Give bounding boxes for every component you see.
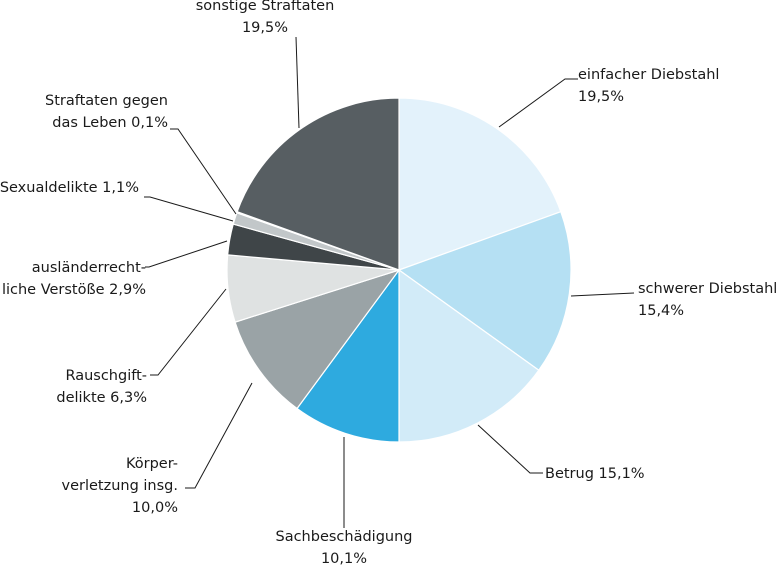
slice-label-schwerer-diebstahl: schwerer Diebstahl 15,4%: [638, 281, 777, 319]
slice-label-sachbeschaedigung: Sachbeschädigung 10,1%: [276, 529, 413, 567]
slice-label-line: Straftaten gegen: [45, 93, 168, 109]
slice-label-line: 10,1%: [321, 551, 367, 567]
pie-slice-einfacher-diebstahl: [398, 97, 562, 271]
leader-line-straftaten-gegen-das-leben: [170, 128, 237, 215]
slice-label-rauschgiftdelikte: Rauschgift-delikte 6,3%: [56, 368, 147, 406]
pie-slices: [226, 97, 572, 443]
slice-label-line: sonstige Straftaten: [196, 0, 335, 14]
slice-label-line: einfacher Diebstahl: [578, 67, 719, 83]
slice-label-line: 19,5%: [242, 20, 288, 36]
slice-label-line: 15,4%: [638, 303, 684, 319]
slice-label-line: Sachbeschädigung: [276, 529, 413, 545]
slice-label-line: verletzung insg.: [62, 478, 179, 494]
pie-slice-sachbeschaedigung: [296, 269, 400, 443]
slice-label-koerperverletzung-insg: Körper-verletzung insg. 10,0%: [62, 456, 179, 516]
slice-label-line: schwerer Diebstahl: [638, 281, 777, 297]
leader-line-schwerer-diebstahl: [570, 292, 635, 297]
pie-slice-sonstige-straftaten: [236, 97, 400, 271]
leader-line-rauschgiftdelikte: [150, 288, 227, 376]
slice-label-line: ausländerrecht-: [32, 260, 146, 276]
slice-label-sonstige-straftaten: sonstige Straftaten 19,5%: [196, 0, 335, 36]
leader-line-sexualdelikte: [144, 196, 234, 222]
slice-label-auslaenderrechtliche-verstoesse: ausländerrecht-liche Verstöße 2,9%: [2, 260, 146, 298]
slice-label-line: 19,5%: [578, 89, 624, 105]
slice-label-betrug: Betrug 15,1%: [545, 466, 645, 482]
leader-lines: [144, 36, 635, 528]
slice-label-line: das Leben 0,1%: [52, 115, 168, 131]
slice-label-line: Betrug 15,1%: [545, 466, 645, 482]
pie-slice-koerperverletzung-insg: [234, 269, 400, 410]
slice-label-line: Sexualdelikte 1,1%: [0, 180, 139, 196]
pie-slice-schwerer-diebstahl: [398, 211, 572, 371]
leader-line-auslaenderrechtliche-verstoesse: [145, 240, 228, 268]
slice-label-line: liche Verstöße 2,9%: [2, 282, 146, 298]
slice-label-line: 10,0%: [132, 500, 178, 516]
leader-line-einfacher-diebstahl: [498, 78, 578, 128]
leader-line-koerperverletzung-insg: [185, 382, 253, 489]
slice-label-line: Körper-: [126, 456, 178, 472]
slice-label-sexualdelikte: Sexualdelikte 1,1%: [0, 180, 139, 196]
slice-label-straftaten-gegen-das-leben: Straftaten gegen das Leben 0,1%: [45, 93, 168, 131]
slice-label-line: Rauschgift-: [65, 368, 147, 384]
leader-line-betrug: [477, 424, 543, 474]
leader-line-sonstige-straftaten: [295, 36, 300, 129]
slice-label-einfacher-diebstahl: einfacher Diebstahl 19,5%: [578, 67, 719, 105]
pie-slice-betrug: [398, 269, 540, 443]
slice-label-line: delikte 6,3%: [56, 390, 147, 406]
